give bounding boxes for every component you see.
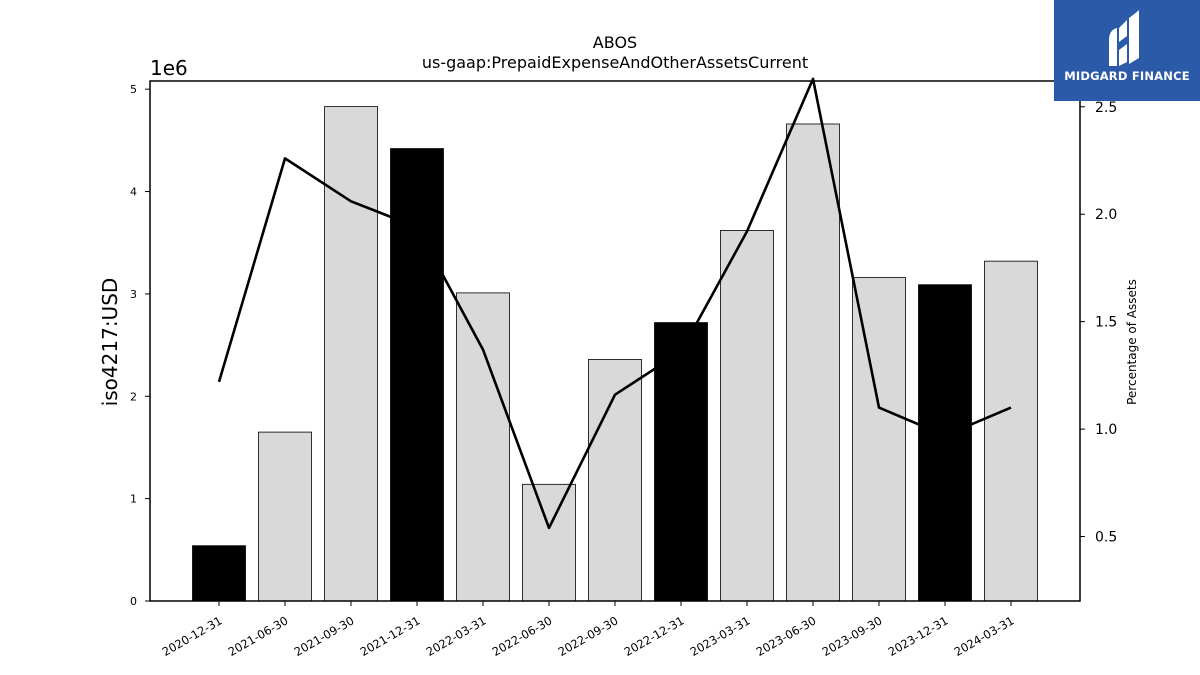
x-tick-label: 2023-03-31 — [688, 613, 753, 659]
y2-tick-label: 0.5 — [1095, 530, 1117, 546]
x-tick-label: 2021-06-30 — [226, 613, 291, 659]
x-tick-label: 2022-03-31 — [424, 613, 489, 659]
y2-tick-label: 1.5 — [1095, 315, 1117, 331]
x-tick-label: 2022-09-30 — [556, 613, 621, 659]
bar — [588, 359, 642, 602]
chart-title: ABOS — [593, 33, 637, 52]
bar — [258, 431, 312, 602]
midgard-logo-icon — [1109, 10, 1139, 66]
x-tick-label: 2022-06-30 — [490, 613, 555, 659]
x-tick-label: 2022-12-31 — [622, 613, 687, 659]
bar — [852, 277, 906, 602]
y-offset-label: 1e6 — [150, 56, 188, 80]
bar — [786, 123, 840, 602]
y2-tick-label: 2.0 — [1095, 207, 1117, 223]
bar — [324, 106, 378, 602]
y-tick-label: 0 — [130, 595, 137, 608]
x-tick-label: 2023-12-31 — [886, 613, 951, 659]
chart-subtitle: us-gaap:PrepaidExpenseAndOtherAssetsCurr… — [422, 53, 808, 72]
x-tick-label: 2024-03-31 — [952, 613, 1017, 659]
bar — [522, 483, 576, 602]
x-tick-label: 2021-09-30 — [292, 613, 357, 659]
y2-tick-label: 2.5 — [1095, 100, 1117, 116]
y-axis-label: iso4217:USD — [98, 278, 122, 407]
bar — [390, 148, 444, 602]
bar — [984, 260, 1038, 602]
bar — [456, 292, 510, 602]
x-tick-label: 2023-06-30 — [754, 613, 819, 659]
bar — [654, 322, 708, 602]
y-tick-label: 4 — [130, 186, 137, 199]
y-tick-label: 5 — [130, 83, 137, 96]
y-tick-label: 1 — [130, 493, 137, 506]
bar — [192, 545, 246, 602]
brand-logo: MIDGARD FINANCE — [1054, 0, 1200, 101]
x-tick-label: 2021-12-31 — [358, 613, 423, 659]
percentage-line — [217, 77, 1012, 530]
bar — [918, 284, 972, 602]
y2-tick-label: 1.0 — [1095, 422, 1117, 438]
x-tick-label: 2023-09-30 — [820, 613, 885, 659]
logo-text: MIDGARD FINANCE — [1064, 69, 1190, 83]
x-tick-label: 2020-12-31 — [160, 613, 225, 659]
y-tick-label: 2 — [130, 390, 137, 403]
y-tick-label: 3 — [130, 288, 137, 301]
bar — [720, 230, 774, 602]
y2-axis-label: Percentage of Assets — [1125, 279, 1139, 405]
